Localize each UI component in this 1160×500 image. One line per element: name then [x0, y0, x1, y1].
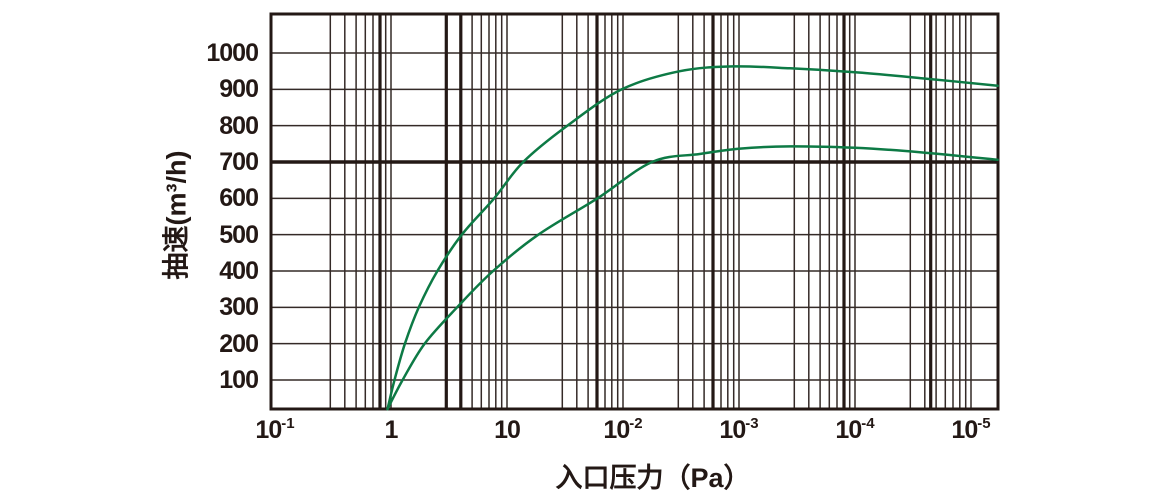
- y-tick-label-400: 400: [219, 257, 259, 285]
- x-tick-label-10⁻³: 10-3: [719, 414, 759, 444]
- y-tick-label-500: 500: [219, 220, 259, 249]
- pumping-speed-curve-lower: [386, 145, 999, 411]
- y-tick-label-200: 200: [219, 329, 259, 358]
- x-tick-label-10⁻⁵: 10-5: [951, 414, 991, 444]
- x-tick-label-10⁻²: 10-2: [603, 414, 643, 444]
- y-tick-label-900: 900: [219, 75, 259, 104]
- plot-border: [269, 12, 1000, 411]
- x-tick-label-10: 10: [494, 416, 521, 444]
- x-tick-label-10⁻⁴: 10-4: [835, 414, 875, 444]
- x-tick-label-1: 1: [384, 416, 399, 444]
- y-tick-label-700: 700: [219, 148, 259, 176]
- x-tick-label-10⁻¹: 10-1: [255, 414, 295, 444]
- x-axis-title: 入口压力（Pa）: [555, 463, 751, 493]
- bold-vertical-grid-lines: [378, 14, 933, 409]
- y-tick-label-100: 100: [219, 366, 259, 394]
- y-tick-label-300: 300: [219, 293, 259, 322]
- y-axis-title: 抽速(m³/h): [161, 150, 192, 280]
- y-tick-label-800: 800: [219, 111, 259, 140]
- pumping-speed-curve-upper: [386, 65, 999, 411]
- y-tick-label-1000: 1000: [206, 39, 259, 67]
- y-tick-label-600: 600: [219, 184, 259, 213]
